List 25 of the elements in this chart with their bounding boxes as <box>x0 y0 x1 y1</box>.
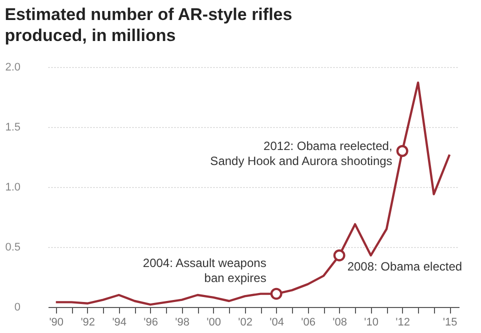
y-tick-label: 0.5 <box>5 242 20 254</box>
x-tick-label: '15 <box>442 316 458 328</box>
x-tick-label: '90 <box>49 316 64 328</box>
chart-title: Estimated number of AR-style rifles produced, in millions <box>4 5 292 45</box>
x-tick-label: '08 <box>332 316 347 328</box>
x-tick-label: '92 <box>80 316 96 328</box>
point <box>396 145 408 157</box>
x-tick-label: '10 <box>364 316 378 328</box>
x-tick-label: '96 <box>144 316 158 328</box>
x-tick-label: '06 <box>301 316 316 328</box>
annotation: 2012: Obama reelected, Sandy Hook and Aurora shootings <box>210 139 392 168</box>
point <box>333 249 346 262</box>
x-tick-label: '04 <box>270 316 284 328</box>
y-tick-label: 0 <box>14 302 20 314</box>
x-tick-label: '12 <box>396 316 410 328</box>
y-tick-label: 1.5 <box>5 122 20 134</box>
point <box>270 288 282 300</box>
annotation: 2004: Assault weapons ban expires <box>142 256 266 285</box>
annotation: 2008: Obama elected <box>347 259 462 274</box>
y-tick-label: 1.0 <box>5 182 20 194</box>
x-tick-label: '98 <box>175 316 190 328</box>
x-tick-label: '02 <box>238 316 253 328</box>
y-tick-label: 2.0 <box>5 62 20 74</box>
x-tick-label: '94 <box>112 316 127 328</box>
x-tick-label: '00 <box>206 316 222 328</box>
